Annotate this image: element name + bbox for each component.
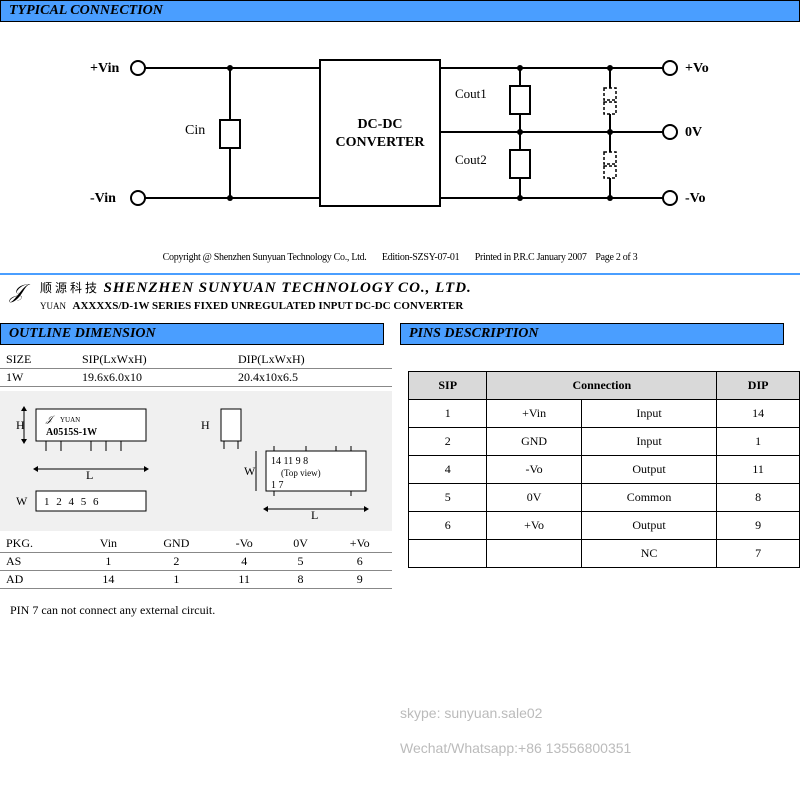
label-vin-minus: -Vin (90, 191, 116, 206)
company-name: SHENZHEN SUNYUAN TECHNOLOGY CO., LTD. (104, 280, 472, 296)
size-h0: SIZE (0, 351, 76, 369)
svg-text:L: L (311, 508, 318, 522)
footer-copyright: Copyright @ Shenzhen Sunyuan Technology … (163, 252, 367, 263)
label-cout2: Cout2 (455, 152, 487, 167)
label-0v: 0V (685, 125, 702, 140)
company-block: 𝒥 顺 源 科 技 SHENZHEN SUNYUAN TECHNOLOGY CO… (40, 279, 800, 313)
company-chinese: 顺 源 科 技 (40, 281, 97, 295)
size-r0: 1W (0, 369, 76, 387)
svg-text:L: L (86, 468, 93, 482)
size-h2: DIP(LxWxH) (232, 351, 392, 369)
pkg-row-as: AS 1 2 4 5 6 (0, 553, 392, 571)
section-pins-description: PINS DESCRIPTION (400, 323, 784, 345)
watermark-skype: skype: sunyuan.sale02 (400, 705, 542, 721)
pins-h1: Connection (487, 372, 717, 400)
pkg-row-ad: AD 14 1 11 8 9 (0, 571, 392, 589)
size-h1: SIP(LxWxH) (76, 351, 232, 369)
pins-table: SIP Connection DIP 1+VinInput14 2GNDInpu… (408, 371, 800, 568)
pkg-header-row: PKG. Vin GND -Vo 0V +Vo (0, 535, 392, 553)
company-subtitle: AXXXXS/D-1W SERIES FIXED UNREGULATED INP… (73, 300, 464, 312)
label-vo-plus: +Vo (685, 61, 709, 76)
pins-row: NC7 (409, 540, 800, 568)
pins-h2: DIP (717, 372, 800, 400)
pins-row: 50VCommon8 (409, 484, 800, 512)
svg-text:W: W (16, 494, 28, 508)
page-footer: Copyright @ Shenzhen Sunyuan Technology … (0, 252, 800, 263)
pins-row: 2GNDInput1 (409, 428, 800, 456)
svg-text:1 7: 1 7 (271, 480, 284, 491)
footer-page: Page 2 of 3 (595, 252, 637, 263)
pins-h0: SIP (409, 372, 487, 400)
pins-col: SIP Connection DIP 1+VinInput14 2GNDInpu… (408, 351, 800, 618)
converter-l1: DC-DC (357, 117, 402, 132)
svg-text:(Top view): (Top view) (281, 468, 321, 478)
footer-edition: Edition-SZSY-07-01 (382, 252, 459, 263)
pins-row: 6+VoOutput9 (409, 512, 800, 540)
svg-text:A0515S-1W: A0515S-1W (46, 427, 97, 438)
svg-text:1 2 4 5 6: 1 2 4 5 6 (44, 496, 101, 508)
converter-l2: CONVERTER (336, 135, 426, 150)
size-table: SIZE SIP(LxWxH) DIP(LxWxH) 1W 19.6x6.0x1… (0, 351, 392, 387)
label-cout1: Cout1 (455, 86, 487, 101)
svg-text:H: H (201, 418, 210, 432)
package-diagram: 𝒥 YUAN A0515S-1W H L 1 2 4 5 6 (0, 391, 392, 531)
outline-col: SIZE SIP(LxWxH) DIP(LxWxH) 1W 19.6x6.0x1… (0, 351, 392, 618)
divider-line (0, 273, 800, 275)
pin7-note: PIN 7 can not connect any external circu… (10, 603, 392, 618)
label-vin-plus: +Vin (90, 61, 119, 76)
svg-text:W: W (244, 464, 256, 478)
watermark-wechat: Wechat/Whatsapp:+86 13556800351 (400, 740, 631, 756)
circuit-diagram: +Vin -Vin Cin DC-DC CONVERTER Cout1 Cout… (60, 42, 740, 222)
size-r1: 19.6x6.0x10 (76, 369, 232, 387)
pins-row: 4-VoOutput11 (409, 456, 800, 484)
section-typical-connection: TYPICAL CONNECTION (0, 0, 800, 22)
company-yuan: YUAN (40, 301, 66, 311)
label-vo-minus: -Vo (685, 191, 706, 206)
label-cin: Cin (185, 123, 205, 138)
svg-text:14 11 9 8: 14 11 9 8 (271, 456, 308, 467)
pkg-table: PKG. Vin GND -Vo 0V +Vo AS 1 2 4 5 6 AD … (0, 535, 392, 589)
svg-text:YUAN: YUAN (60, 416, 80, 424)
size-r2: 20.4x10x6.5 (232, 369, 392, 387)
pins-row: 1+VinInput14 (409, 400, 800, 428)
section-outline-dimension: OUTLINE DIMENSION (0, 323, 384, 345)
footer-printed: Printed in P.R.C January 2007 (475, 252, 587, 263)
company-logo-icon: 𝒥 (10, 281, 24, 304)
